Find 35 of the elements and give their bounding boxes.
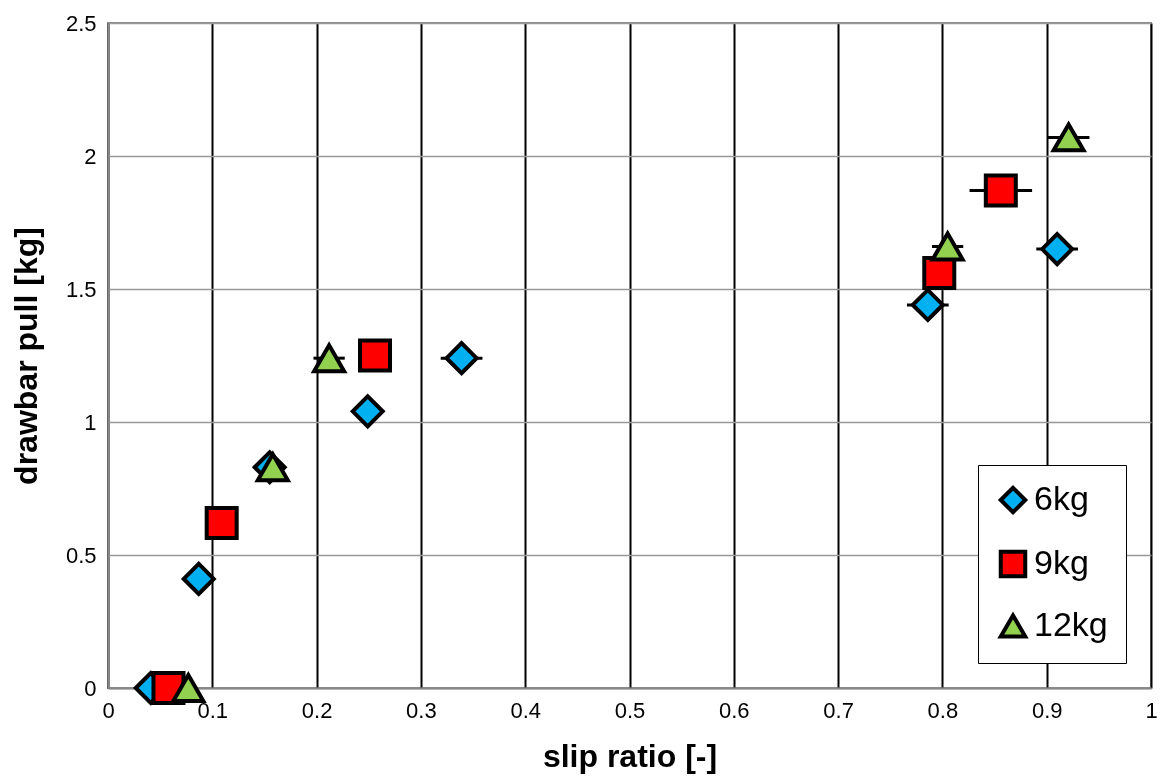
x-tick-label: 0.5 <box>614 697 646 723</box>
x-tick-label: 1 <box>1145 697 1158 723</box>
legend-label: 6kg <box>1034 479 1089 517</box>
point <box>910 287 945 322</box>
y-tick-label: 0.5 <box>65 542 97 568</box>
x-tick-label: 0.2 <box>301 697 333 723</box>
y-tick-label: 1.5 <box>65 276 97 302</box>
y-tick-label: 0 <box>84 675 97 701</box>
point <box>312 343 347 374</box>
x-tick-label: 0.4 <box>510 697 541 723</box>
point <box>358 338 393 373</box>
point <box>171 673 206 703</box>
x-tick-label: 0 <box>102 697 115 723</box>
x-tick-label: 0.1 <box>197 697 229 723</box>
point <box>983 173 1018 208</box>
x-tick-label: 0.6 <box>719 697 750 723</box>
x-axis-title: slip ratio [-] <box>542 737 718 774</box>
legend-label: 9kg <box>1034 543 1089 581</box>
point <box>1040 232 1075 267</box>
x-tick-label: 0.7 <box>823 697 854 723</box>
y-tick-label: 2.5 <box>65 10 97 36</box>
point <box>350 394 385 429</box>
point <box>204 506 239 541</box>
y-axis-title: drawbar pull [kg] <box>7 227 44 485</box>
y-tick-label: 1 <box>84 409 97 435</box>
y-tick-label: 2 <box>84 143 97 169</box>
point <box>444 341 479 376</box>
legend-label: 12kg <box>1034 605 1108 643</box>
x-tick-label: 0.9 <box>1031 697 1063 723</box>
point <box>181 561 216 596</box>
x-tick-label: 0.3 <box>406 697 437 723</box>
point <box>1051 122 1086 153</box>
point <box>922 256 957 291</box>
x-tick-label: 0.8 <box>927 697 959 723</box>
point <box>930 231 965 262</box>
